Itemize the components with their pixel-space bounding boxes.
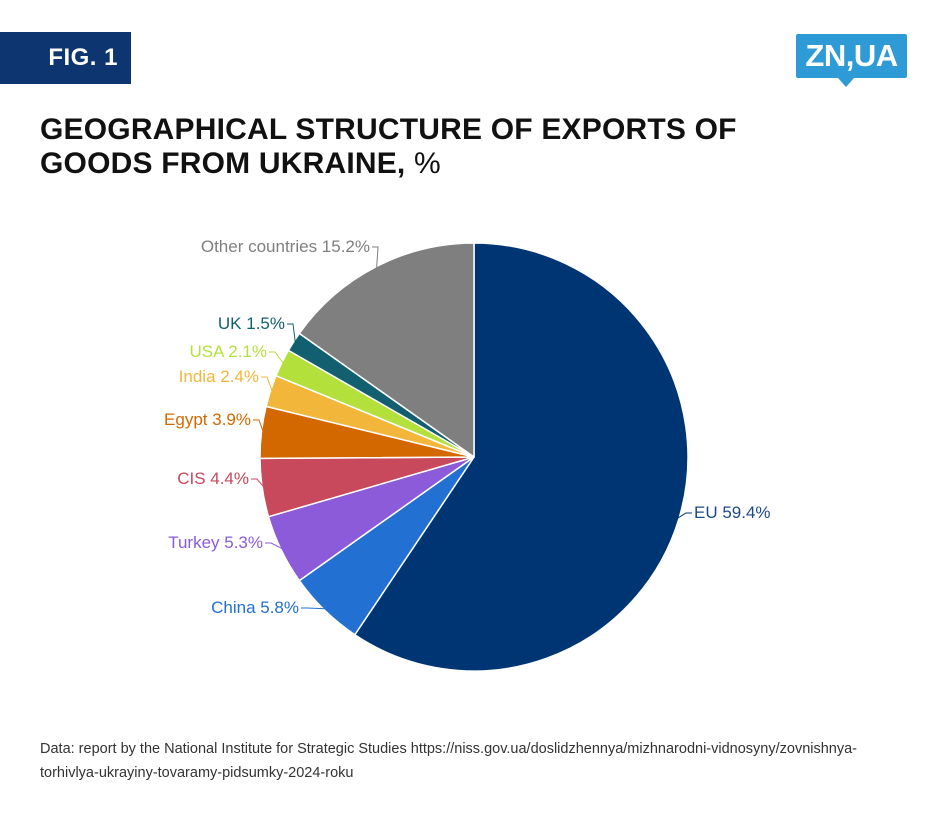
data-label-usa: USA 2.1% xyxy=(190,342,268,361)
data-source-text: Data: report by the National Institute f… xyxy=(40,741,857,781)
data-label-uk: UK 1.5% xyxy=(218,314,285,333)
data-label-eu: EU 59.4% xyxy=(694,503,771,522)
data-label-cis: CIS 4.4% xyxy=(177,469,249,488)
data-label-turkey: Turkey 5.3% xyxy=(168,533,263,552)
logo-box: ZN,UA xyxy=(796,34,907,78)
leader-line-egypt xyxy=(253,419,264,433)
logo-speech-tail xyxy=(838,78,854,87)
zn-ua-logo: ZN,UA xyxy=(796,34,907,87)
chart-title-main: GEOGRAPHICAL STRUCTURE OF EXPORTS OF GOO… xyxy=(40,113,737,180)
figure-number-tag: FIG. 1 xyxy=(0,32,131,84)
leader-line-turkey xyxy=(265,542,284,550)
leader-line-china xyxy=(301,607,327,610)
pie-slice-eu xyxy=(354,242,689,672)
leader-line-eu xyxy=(676,512,692,520)
leader-line-india xyxy=(261,376,273,392)
figure-number-label: FIG. 1 xyxy=(48,44,118,71)
leader-line-cis xyxy=(251,478,265,488)
data-label-china: China 5.8% xyxy=(211,598,299,617)
chart-title-unit: % xyxy=(414,147,441,180)
logo-text: ZN,UA xyxy=(805,38,898,73)
data-source-note: Data: report by the National Institute f… xyxy=(40,737,900,785)
leader-line-uk xyxy=(287,323,296,343)
data-label-other-countries: Other countries 15.2% xyxy=(201,237,370,256)
leader-line-usa xyxy=(269,351,285,365)
pie-slice-other-countries xyxy=(298,242,475,458)
chart-title: GEOGRAPHICAL STRUCTURE OF EXPORTS OF GOO… xyxy=(40,113,760,181)
data-label-india: India 2.4% xyxy=(179,367,259,386)
data-label-egypt: Egypt 3.9% xyxy=(164,410,251,429)
leader-line-other-countries xyxy=(372,246,379,269)
